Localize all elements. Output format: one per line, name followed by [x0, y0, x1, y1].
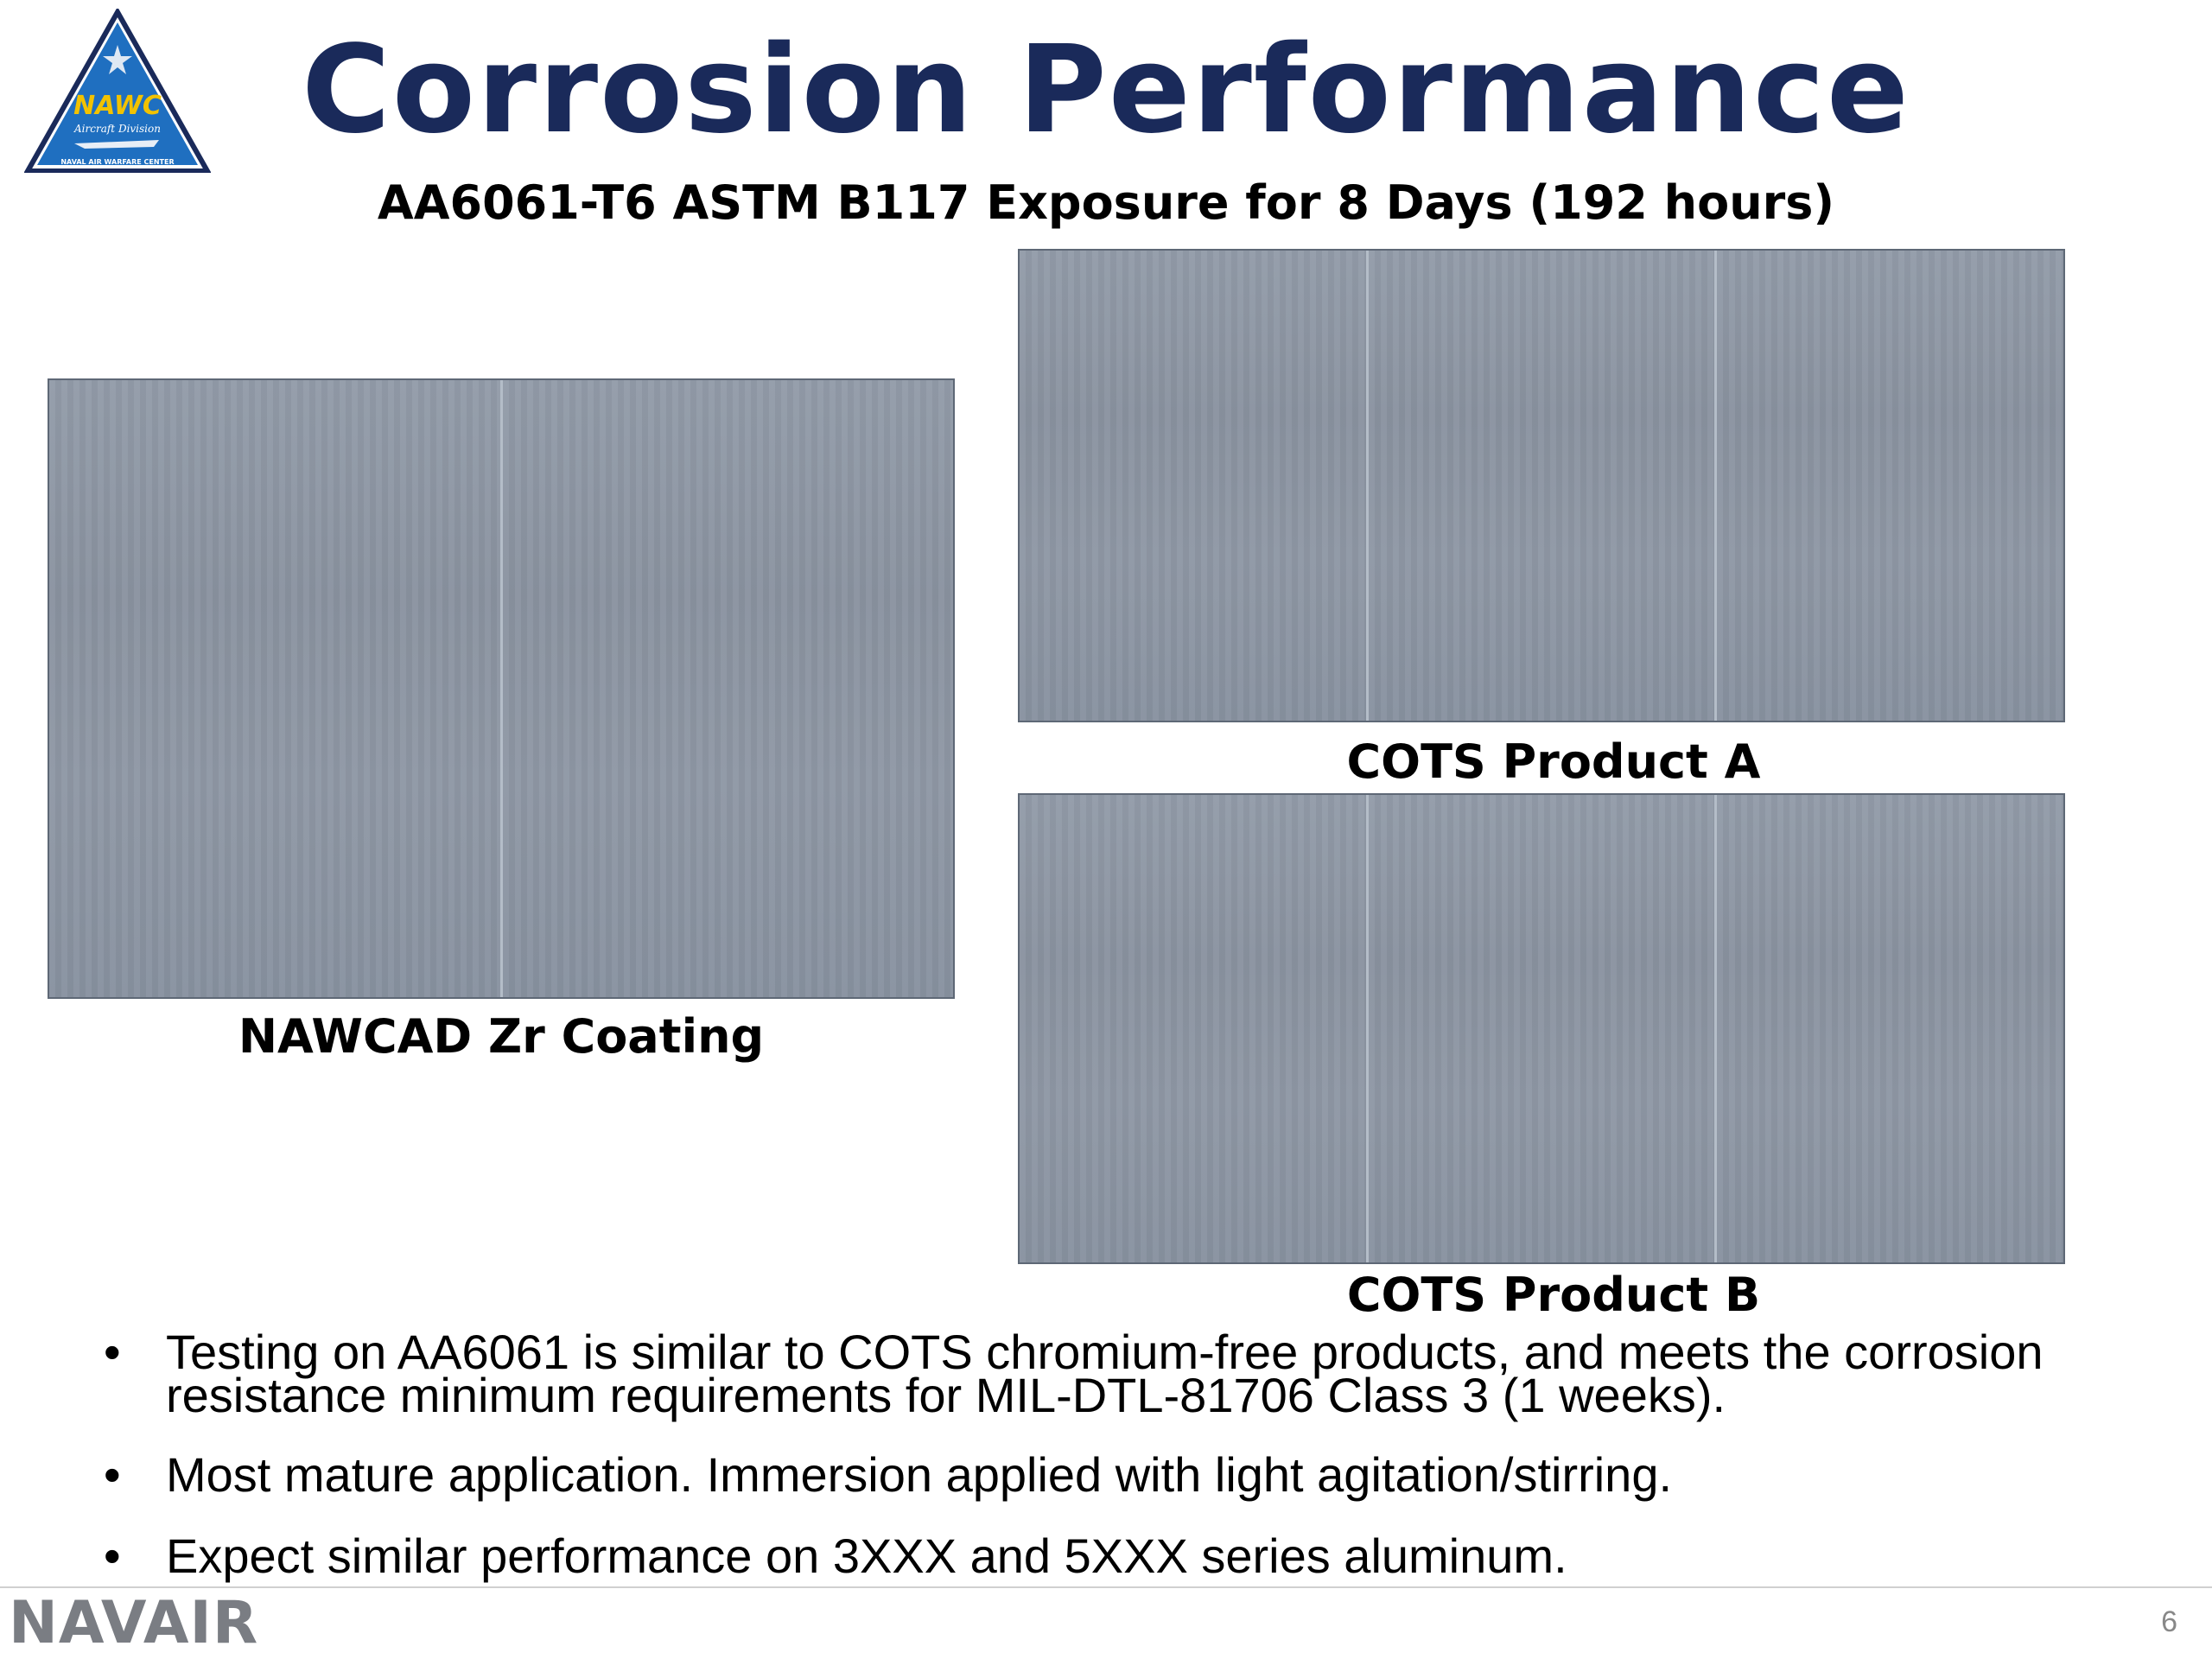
star-icon	[103, 45, 132, 74]
test-panel	[1020, 251, 1369, 721]
bullet-text: Testing on AA6061 is similar to COTS chr…	[166, 1325, 2044, 1422]
nawcad-zr-coating-photo	[48, 378, 955, 999]
footer-divider	[0, 1586, 2212, 1588]
cots-product-a-photo	[1018, 249, 2065, 722]
bullet-text: Expect similar performance on 3XXX and 5…	[166, 1529, 1567, 1583]
cots-product-b-photo	[1018, 793, 2065, 1264]
test-panel	[1717, 251, 2064, 721]
cots-product-a-caption: COTS Product A	[1346, 734, 1761, 789]
aircraft-icon	[74, 140, 159, 149]
bullet-list: • Testing on AA6061 is similar to COTS c…	[104, 1325, 2117, 1583]
test-panel	[1368, 795, 1718, 1262]
page-number: 6	[2161, 1605, 2177, 1638]
bullet-icon: •	[104, 1325, 121, 1379]
nawc-logo: NAWC Aircraft Division NAVAL AIR WARFARE…	[22, 6, 213, 174]
nawcad-zr-coating-caption: NAWCAD Zr Coating	[238, 1009, 765, 1064]
bullet-icon: •	[104, 1529, 121, 1583]
test-panel	[1020, 795, 1369, 1262]
test-panel	[1368, 251, 1718, 721]
bullet-icon: •	[104, 1447, 121, 1502]
bullet-item: • Expect similar performance on 3XXX and…	[104, 1529, 2117, 1583]
slide-subtitle: AA6061-T6 ASTM B117 Exposure for 8 Days …	[377, 175, 1835, 230]
cots-product-b-caption: COTS Product B	[1346, 1268, 1761, 1322]
nawc-logo-icon: NAWC Aircraft Division NAVAL AIR WARFARE…	[22, 6, 213, 174]
logo-text: NAWC	[73, 91, 162, 121]
test-panel	[502, 380, 953, 997]
navair-brand: NAVAIR	[9, 1589, 259, 1657]
logo-center-text: NAVAL AIR WARFARE CENTER	[60, 158, 174, 166]
slide-title: Corrosion Performance	[302, 20, 1910, 161]
test-panel	[49, 380, 503, 997]
bullet-text: Most mature application. Immersion appli…	[166, 1447, 1673, 1502]
logo-division-text: Aircraft Division	[73, 123, 161, 135]
bullet-item: • Testing on AA6061 is similar to COTS c…	[104, 1325, 2117, 1422]
test-panel	[1717, 795, 2064, 1262]
bullet-item: • Most mature application. Immersion app…	[104, 1447, 2117, 1502]
